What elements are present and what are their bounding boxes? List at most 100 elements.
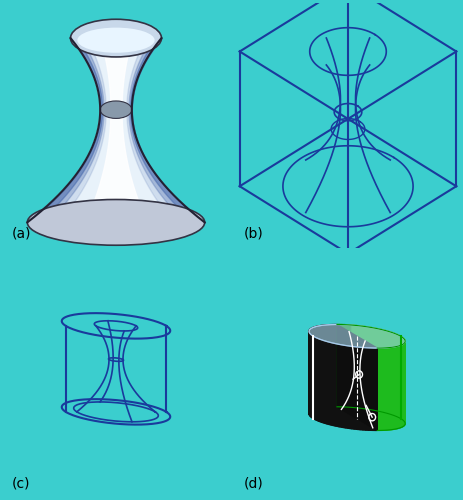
Polygon shape: [399, 336, 400, 418]
Polygon shape: [322, 340, 323, 423]
Polygon shape: [370, 328, 372, 410]
Polygon shape: [327, 324, 328, 407]
Polygon shape: [381, 348, 382, 430]
Polygon shape: [396, 346, 397, 428]
Polygon shape: [386, 348, 387, 430]
Polygon shape: [343, 324, 344, 407]
Polygon shape: [394, 346, 395, 429]
Polygon shape: [316, 326, 317, 408]
Polygon shape: [372, 348, 374, 430]
Polygon shape: [397, 335, 398, 417]
Polygon shape: [346, 325, 348, 407]
Ellipse shape: [77, 28, 154, 53]
Polygon shape: [358, 326, 360, 408]
Polygon shape: [363, 326, 364, 409]
Polygon shape: [390, 332, 391, 414]
Polygon shape: [362, 326, 363, 408]
Polygon shape: [351, 325, 352, 407]
Polygon shape: [401, 344, 402, 427]
Polygon shape: [400, 345, 401, 428]
Polygon shape: [335, 344, 337, 426]
Polygon shape: [373, 328, 375, 410]
Polygon shape: [366, 327, 368, 409]
Polygon shape: [393, 333, 394, 416]
Polygon shape: [375, 348, 376, 430]
Polygon shape: [389, 332, 390, 414]
Polygon shape: [356, 347, 357, 430]
Polygon shape: [312, 336, 313, 418]
Polygon shape: [368, 348, 369, 430]
Polygon shape: [388, 332, 389, 414]
Polygon shape: [379, 329, 380, 412]
Polygon shape: [334, 344, 335, 426]
Polygon shape: [365, 348, 366, 430]
Polygon shape: [397, 346, 398, 428]
Polygon shape: [341, 345, 342, 428]
Polygon shape: [391, 332, 392, 415]
Polygon shape: [340, 324, 341, 407]
Polygon shape: [338, 324, 339, 407]
Polygon shape: [339, 344, 341, 427]
Polygon shape: [392, 347, 393, 430]
Polygon shape: [344, 324, 345, 407]
Polygon shape: [318, 326, 319, 408]
Polygon shape: [325, 325, 326, 407]
Polygon shape: [347, 346, 348, 428]
Polygon shape: [376, 328, 377, 411]
Polygon shape: [375, 328, 376, 411]
Polygon shape: [324, 325, 325, 407]
Polygon shape: [354, 347, 356, 430]
Polygon shape: [344, 324, 345, 407]
Polygon shape: [369, 348, 371, 430]
Polygon shape: [396, 334, 397, 417]
Polygon shape: [332, 324, 333, 407]
Polygon shape: [314, 326, 315, 409]
Polygon shape: [323, 340, 324, 423]
Polygon shape: [341, 324, 342, 407]
Polygon shape: [336, 324, 337, 407]
Polygon shape: [319, 340, 321, 422]
Polygon shape: [348, 325, 349, 407]
Polygon shape: [320, 326, 321, 408]
Polygon shape: [350, 325, 351, 407]
Polygon shape: [378, 348, 379, 430]
Polygon shape: [374, 348, 375, 430]
Polygon shape: [348, 325, 350, 407]
Polygon shape: [360, 348, 362, 430]
Polygon shape: [324, 341, 325, 423]
Polygon shape: [312, 328, 313, 410]
Polygon shape: [329, 342, 330, 425]
Polygon shape: [357, 326, 358, 408]
Polygon shape: [339, 324, 340, 407]
Polygon shape: [360, 326, 362, 408]
Polygon shape: [342, 345, 344, 428]
Polygon shape: [372, 328, 373, 410]
Polygon shape: [390, 347, 391, 430]
Ellipse shape: [70, 20, 161, 57]
Polygon shape: [337, 344, 338, 426]
Polygon shape: [352, 325, 354, 407]
Polygon shape: [349, 325, 350, 407]
Polygon shape: [382, 330, 383, 412]
Polygon shape: [348, 346, 350, 428]
Polygon shape: [369, 327, 370, 410]
Polygon shape: [333, 324, 335, 407]
Polygon shape: [342, 324, 343, 407]
Polygon shape: [338, 344, 339, 427]
Polygon shape: [388, 348, 389, 430]
Polygon shape: [350, 346, 351, 428]
Polygon shape: [345, 324, 346, 407]
Polygon shape: [331, 324, 332, 407]
Polygon shape: [345, 346, 347, 428]
Polygon shape: [393, 347, 394, 430]
Ellipse shape: [27, 200, 204, 245]
Polygon shape: [318, 338, 319, 421]
Polygon shape: [335, 324, 336, 407]
Polygon shape: [313, 336, 314, 419]
Polygon shape: [344, 346, 345, 428]
Polygon shape: [382, 348, 383, 430]
Polygon shape: [337, 324, 338, 407]
Text: (a): (a): [12, 226, 31, 240]
Polygon shape: [325, 341, 326, 424]
Polygon shape: [391, 347, 392, 430]
